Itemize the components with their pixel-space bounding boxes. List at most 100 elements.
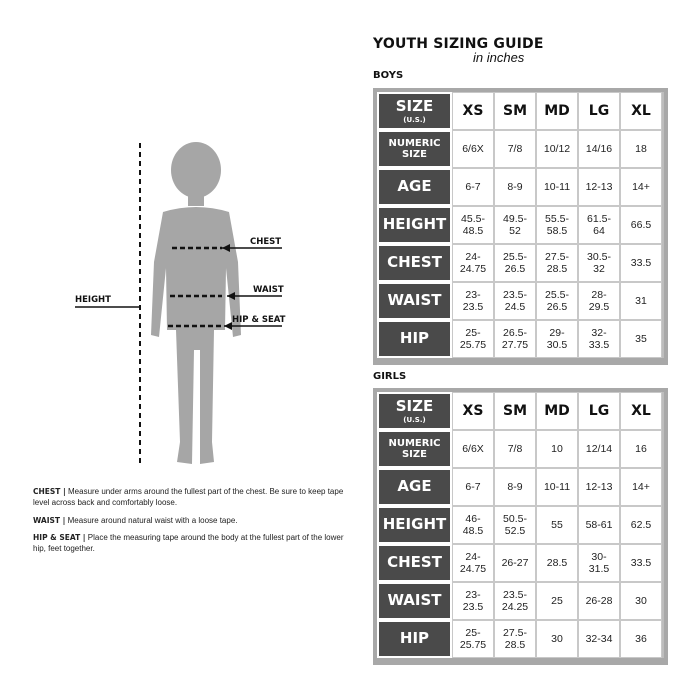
girls-section-label: GIRLS (373, 371, 407, 382)
cell-value: 24-24.75 (459, 550, 487, 575)
cell-value: 10-11 (543, 480, 571, 493)
cell-value: 62.5 (630, 518, 652, 531)
table-cell: 23-23.5 (452, 282, 494, 320)
cell-value: 36 (635, 632, 647, 645)
cell-value: 26-27 (501, 556, 529, 569)
boys-size-table: SIZE (U.S.) XS SM MD LG XL NUMERIC SIZE 6/6X 7/8 1… (373, 88, 668, 365)
table-cell: 24-24.75 (452, 244, 494, 282)
cell-value: 33.5 (630, 256, 652, 269)
table-cell: 28.5 (536, 544, 578, 582)
measurement-figure (75, 142, 282, 465)
table-cell: 55.5-58.5 (536, 206, 578, 244)
column-header: SM (494, 392, 536, 430)
cell-value: 30 (551, 632, 563, 645)
cell-value: 23-23.5 (462, 588, 484, 613)
note-term: CHEST | (33, 487, 66, 496)
table-cell: 28-29.5 (578, 282, 620, 320)
cell-value: 14+ (632, 180, 650, 193)
column-header: XL (620, 392, 662, 430)
table-cell: 18 (620, 130, 662, 168)
table-cell: 26-27 (494, 544, 536, 582)
row-header: CHEST (377, 244, 452, 282)
table-cell: 14+ (620, 168, 662, 206)
row-header: WAIST (377, 582, 452, 620)
table-cell: 6/6X (452, 130, 494, 168)
column-header: XS (452, 392, 494, 430)
table-cell: 50.5-52.5 (494, 506, 536, 544)
cell-value: 23-23.5 (462, 288, 484, 313)
cell-value: 27.5-28.5 (503, 626, 527, 651)
cell-value: 32-33.5 (588, 326, 610, 351)
cell-value: 33.5 (630, 556, 652, 569)
cell-value: 35 (635, 332, 647, 345)
waist-note: WAIST | Measure around natural waist wit… (33, 516, 353, 527)
table-cell: 14/16 (578, 130, 620, 168)
table-cell: 6-7 (452, 168, 494, 206)
cell-value: 25 (551, 594, 563, 607)
cell-value: 6/6X (462, 142, 484, 155)
table-cell: 23-23.5 (452, 582, 494, 620)
cell-value: 24-24.75 (459, 250, 487, 275)
column-header: XL (620, 92, 662, 130)
cell-value: 55 (551, 518, 563, 531)
row-header: AGE (377, 168, 452, 206)
column-header: LG (578, 92, 620, 130)
row-header: NUMERIC SIZE (377, 430, 452, 468)
table-cell: 10/12 (536, 130, 578, 168)
table-cell: 30-31.5 (578, 544, 620, 582)
cell-value: 7/8 (507, 442, 523, 455)
cell-value: 30 (635, 594, 647, 607)
table-cell: 16 (620, 430, 662, 468)
page-subtitle: in inches (473, 50, 525, 65)
table-cell: 26.5-27.75 (494, 320, 536, 358)
cell-value: 46-48.5 (462, 512, 484, 537)
table-cell: 7/8 (494, 430, 536, 468)
table-cell: 45.5-48.5 (452, 206, 494, 244)
cell-value: 66.5 (630, 218, 652, 231)
cell-value: 61.5-64 (587, 212, 611, 237)
chest-note: CHEST | Measure under arms around the fu… (33, 487, 353, 509)
table-cell: 7/8 (494, 130, 536, 168)
cell-value: 25-25.75 (459, 326, 487, 351)
row-header: NUMERIC SIZE (377, 130, 452, 168)
cell-value: 14/16 (585, 142, 613, 155)
cell-value: 50.5-52.5 (503, 512, 527, 537)
cell-value: 18 (635, 142, 647, 155)
size-header-sub: (U.S.) (403, 415, 426, 424)
table-cell: 12-13 (578, 468, 620, 506)
cell-value: 27.5-28.5 (545, 250, 569, 275)
chest-label: CHEST (250, 237, 282, 247)
table-cell: 30.5-32 (578, 244, 620, 282)
cell-value: 28.5 (546, 556, 568, 569)
note-text: Measure around natural waist with a loos… (65, 515, 238, 525)
table-cell: 31 (620, 282, 662, 320)
table-cell: 55 (536, 506, 578, 544)
child-silhouette-icon (151, 142, 241, 464)
boys-section-label: BOYS (373, 70, 404, 81)
cell-value: 49.5-52 (503, 212, 527, 237)
cell-value: 8-9 (507, 180, 523, 193)
column-header: MD (536, 392, 578, 430)
table-cell: 35 (620, 320, 662, 358)
cell-value: 25.5-26.5 (503, 250, 527, 275)
row-header: HEIGHT (377, 206, 452, 244)
table-cell: 10-11 (536, 168, 578, 206)
cell-value: 6-7 (465, 180, 481, 193)
note-term: HIP & SEAT | (33, 533, 86, 543)
table-cell: 25-25.75 (452, 620, 494, 658)
column-header: MD (536, 92, 578, 130)
cell-value: 10-11 (543, 180, 571, 193)
row-header: WAIST (377, 282, 452, 320)
cell-value: 30.5-32 (587, 250, 611, 275)
table-cell: 12-13 (578, 168, 620, 206)
hip-seat-label: HIP & SEAT (232, 315, 286, 325)
note-text: Place the measuring tape around the body… (33, 533, 344, 554)
table-cell: 36 (620, 620, 662, 658)
height-label: HEIGHT (75, 295, 111, 305)
measurement-notes: CHEST | Measure under arms around the fu… (33, 487, 353, 562)
table-cell: 62.5 (620, 506, 662, 544)
cell-value: 23.5-24.5 (503, 288, 527, 313)
cell-value: 7/8 (507, 142, 523, 155)
cell-value: 8-9 (507, 480, 523, 493)
hip-note: HIP & SEAT | Place the measuring tape ar… (33, 533, 353, 555)
